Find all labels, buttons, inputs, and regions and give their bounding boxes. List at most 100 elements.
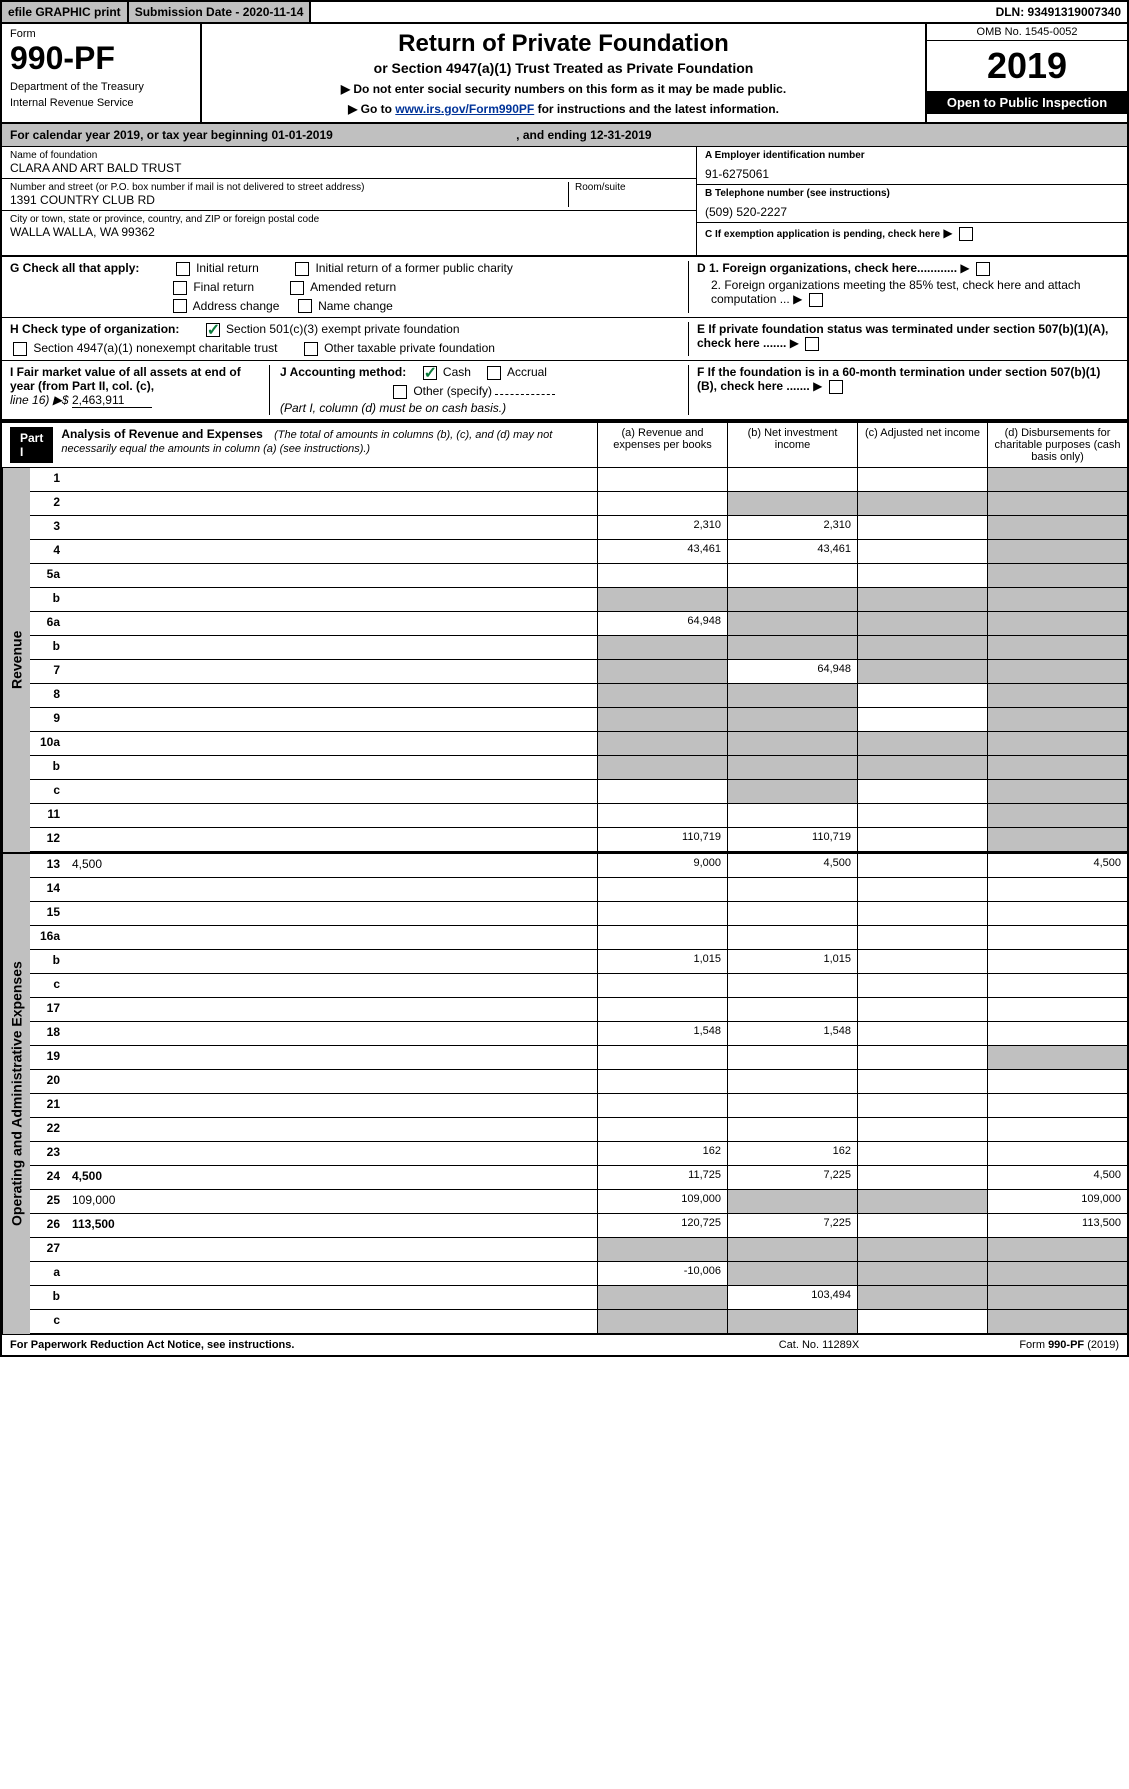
- 4947-checkbox[interactable]: [13, 342, 27, 356]
- cell-col-b: [727, 1046, 857, 1069]
- calyear-ending: , and ending 12-31-2019: [516, 128, 651, 142]
- cell-col-b: [727, 492, 857, 515]
- other-specify-line: [495, 394, 555, 395]
- column-headers: (a) Revenue and expenses per books (b) N…: [597, 423, 1127, 467]
- cell-col-a: 109,000: [597, 1190, 727, 1213]
- table-row: 764,948: [30, 660, 1127, 684]
- note2-post: for instructions and the latest informat…: [534, 102, 779, 116]
- cell-col-b: [727, 1118, 857, 1141]
- row-number: 26: [30, 1214, 66, 1237]
- form-label: Form: [10, 28, 192, 40]
- cell-col-d: 109,000: [987, 1190, 1127, 1213]
- f-checkbox[interactable]: [829, 380, 843, 394]
- cell-col-b: [727, 1238, 857, 1261]
- footer-cat: Cat. No. 11289X: [719, 1339, 919, 1351]
- d2-checkbox[interactable]: [809, 293, 823, 307]
- other-taxable-checkbox[interactable]: [304, 342, 318, 356]
- info-grid: Name of foundation CLARA AND ART BALD TR…: [2, 147, 1127, 257]
- d1-checkbox[interactable]: [976, 262, 990, 276]
- row-number: 8: [30, 684, 66, 707]
- cell-col-c: [857, 1262, 987, 1285]
- address-row: Number and street (or P.O. box number if…: [2, 179, 696, 211]
- irs-link[interactable]: www.irs.gov/Form990PF: [395, 102, 534, 116]
- cell-col-a: 1,015: [597, 950, 727, 973]
- j-label: J Accounting method:: [280, 365, 406, 379]
- cell-col-d: [987, 468, 1127, 491]
- cell-col-d: [987, 660, 1127, 683]
- footer-right: Form 990-PF (2019): [919, 1339, 1119, 1351]
- amended-checkbox[interactable]: [290, 281, 304, 295]
- row-description: [66, 1070, 597, 1093]
- col-d-header: (d) Disbursements for charitable purpose…: [987, 423, 1127, 467]
- note2-pre: ▶ Go to: [348, 102, 395, 116]
- cell-col-d: [987, 1070, 1127, 1093]
- final-return-checkbox[interactable]: [173, 281, 187, 295]
- submission-date: Submission Date - 2020-11-14: [129, 2, 312, 22]
- c-checkbox[interactable]: [959, 227, 973, 241]
- topbar-spacer: [311, 2, 989, 22]
- row-description: [66, 1262, 597, 1285]
- row-description: [66, 516, 597, 539]
- d1-label: D 1. Foreign organizations, check here..…: [697, 261, 957, 275]
- cell-col-a: [597, 804, 727, 827]
- cell-col-b: [727, 974, 857, 997]
- row-number: b: [30, 588, 66, 611]
- cell-col-d: [987, 1262, 1127, 1285]
- cell-col-b: 64,948: [727, 660, 857, 683]
- cell-col-b: [727, 588, 857, 611]
- cell-col-d: [987, 998, 1127, 1021]
- cell-col-b: [727, 756, 857, 779]
- d2-label: 2. Foreign organizations meeting the 85%…: [711, 278, 1081, 306]
- row-description: [66, 492, 597, 515]
- cell-col-c: [857, 1310, 987, 1333]
- dln-label: DLN: 93491319007340: [990, 2, 1127, 22]
- room-label: Room/suite: [575, 182, 688, 193]
- revenue-section: Revenue 1232,3102,310443,46143,4615ab6a6…: [2, 468, 1127, 852]
- arrow-icon: ▶: [960, 261, 969, 275]
- initial-return-checkbox[interactable]: [176, 262, 190, 276]
- cell-col-a: 43,461: [597, 540, 727, 563]
- initial-former-checkbox[interactable]: [295, 262, 309, 276]
- accrual-checkbox[interactable]: [487, 366, 501, 380]
- row-description: [66, 926, 597, 949]
- 501c3-checkbox[interactable]: [206, 323, 220, 337]
- cell-col-d: [987, 828, 1127, 851]
- row-description: [66, 974, 597, 997]
- final-label: Final return: [193, 280, 254, 294]
- row-number: 15: [30, 902, 66, 925]
- cell-col-d: [987, 950, 1127, 973]
- row-number: 24: [30, 1166, 66, 1189]
- row-description: [66, 998, 597, 1021]
- addr-label: Number and street (or P.O. box number if…: [10, 182, 568, 193]
- c-label: C If exemption application is pending, c…: [705, 229, 940, 240]
- topbar: efile GRAPHIC print Submission Date - 20…: [2, 2, 1127, 24]
- table-row: b103,494: [30, 1286, 1127, 1310]
- row-number: b: [30, 1286, 66, 1309]
- e-checkbox[interactable]: [805, 337, 819, 351]
- revenue-side-label: Revenue: [2, 468, 30, 852]
- cell-col-d: [987, 902, 1127, 925]
- cell-col-a: [597, 926, 727, 949]
- j-note: (Part I, column (d) must be on cash basi…: [280, 401, 682, 415]
- addr-change-checkbox[interactable]: [173, 299, 187, 313]
- cell-col-a: [597, 1070, 727, 1093]
- other-method-checkbox[interactable]: [393, 385, 407, 399]
- table-row: 244,50011,7257,2254,500: [30, 1166, 1127, 1190]
- cell-col-c: [857, 950, 987, 973]
- cell-col-a: [597, 1118, 727, 1141]
- page-footer: For Paperwork Reduction Act Notice, see …: [2, 1334, 1127, 1355]
- table-row: 1: [30, 468, 1127, 492]
- row-description: [66, 1046, 597, 1069]
- cell-col-d: [987, 540, 1127, 563]
- cash-checkbox[interactable]: [423, 366, 437, 380]
- cell-col-c: [857, 660, 987, 683]
- cell-col-a: [597, 636, 727, 659]
- row-description: [66, 1094, 597, 1117]
- table-row: 22: [30, 1118, 1127, 1142]
- row-number: 5a: [30, 564, 66, 587]
- table-row: 32,3102,310: [30, 516, 1127, 540]
- name-change-checkbox[interactable]: [298, 299, 312, 313]
- cell-col-a: 120,725: [597, 1214, 727, 1237]
- cell-col-d: [987, 612, 1127, 635]
- table-row: b: [30, 588, 1127, 612]
